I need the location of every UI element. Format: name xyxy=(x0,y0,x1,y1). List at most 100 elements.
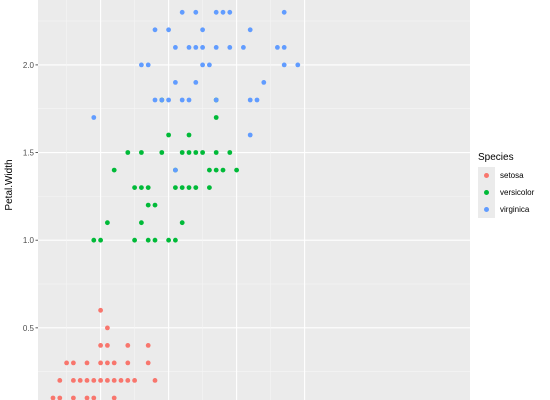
data-point-virginica xyxy=(139,62,144,68)
data-point-virginica xyxy=(261,80,267,85)
data-point-versicolor xyxy=(145,185,151,191)
data-point-virginica xyxy=(200,27,206,33)
data-point-setosa xyxy=(98,343,103,348)
data-point-virginica xyxy=(200,62,206,68)
data-point-setosa xyxy=(145,360,151,366)
data-point-virginica xyxy=(247,97,253,103)
data-point-setosa xyxy=(98,378,103,383)
data-point-versicolor xyxy=(145,237,151,243)
data-point-setosa xyxy=(57,378,63,383)
data-point-virginica xyxy=(152,97,158,103)
data-point-setosa xyxy=(71,360,76,366)
data-point-virginica xyxy=(193,80,199,85)
data-point-virginica xyxy=(152,27,158,33)
data-point-setosa xyxy=(77,378,83,383)
data-point-setosa xyxy=(57,395,63,400)
plot-panel xyxy=(38,0,470,400)
y-axis-ticks: 0.5 1.0 1.5 2.0 xyxy=(23,61,38,333)
data-point-setosa xyxy=(105,378,110,383)
data-point-virginica xyxy=(173,167,178,173)
data-point-virginica xyxy=(166,97,172,103)
data-point-versicolor xyxy=(220,167,226,173)
legend-item-versicolor: versicolor xyxy=(478,184,550,201)
data-point-versicolor xyxy=(132,185,138,191)
data-point-setosa xyxy=(125,343,131,348)
data-point-setosa xyxy=(84,395,90,400)
data-point-setosa xyxy=(111,378,117,383)
data-point-versicolor xyxy=(111,167,117,173)
data-point-virginica xyxy=(213,97,219,103)
data-point-versicolor xyxy=(132,237,138,243)
data-point-setosa xyxy=(91,378,97,383)
legend-label-versicolor: versicolor xyxy=(500,188,535,197)
data-point-versicolor xyxy=(207,167,212,173)
data-point-virginica xyxy=(295,62,301,68)
data-point-versicolor xyxy=(213,115,219,120)
data-point-versicolor xyxy=(166,237,172,243)
data-point-virginica xyxy=(166,27,172,33)
data-point-versicolor xyxy=(207,185,212,191)
data-point-virginica xyxy=(179,97,185,103)
data-point-setosa xyxy=(71,395,76,400)
data-point-setosa xyxy=(105,360,110,366)
data-point-virginica xyxy=(281,45,287,50)
legend-key-versicolor xyxy=(478,184,495,201)
legend-label-virginica: virginica xyxy=(500,205,530,214)
data-point-virginica xyxy=(159,97,165,103)
y-tick-label: 2.0 xyxy=(23,61,35,70)
data-point-versicolor xyxy=(179,185,185,191)
data-point-virginica xyxy=(220,9,226,15)
data-point-versicolor xyxy=(213,150,219,155)
data-point-versicolor xyxy=(193,150,199,155)
y-tick-label: 0.5 xyxy=(23,324,35,333)
data-point-versicolor xyxy=(213,167,219,173)
data-point-virginica xyxy=(227,45,233,50)
data-point-versicolor xyxy=(159,150,165,155)
data-point-setosa xyxy=(91,395,97,400)
data-point-setosa xyxy=(84,360,90,366)
data-point-virginica xyxy=(241,45,246,50)
data-point-virginica xyxy=(227,9,233,15)
data-point-versicolor xyxy=(227,150,233,155)
data-point-setosa xyxy=(125,360,131,366)
data-point-virginica xyxy=(281,9,287,15)
data-point-virginica xyxy=(186,97,192,103)
y-tick-label: 1.0 xyxy=(23,236,35,245)
data-point-versicolor xyxy=(166,132,172,138)
data-point-versicolor xyxy=(125,150,131,155)
legend-label-setosa: setosa xyxy=(500,171,524,180)
data-point-versicolor xyxy=(186,150,192,155)
legend-dot-virginica xyxy=(484,207,489,212)
data-point-versicolor xyxy=(200,150,206,155)
data-point-setosa xyxy=(152,378,158,383)
data-points xyxy=(50,9,301,400)
data-point-versicolor xyxy=(139,150,144,155)
data-point-versicolor xyxy=(179,150,185,155)
data-point-setosa xyxy=(125,378,131,383)
data-point-versicolor xyxy=(186,132,192,138)
data-point-virginica xyxy=(91,115,97,120)
data-point-virginica xyxy=(247,27,253,33)
data-point-virginica xyxy=(213,45,219,50)
data-point-setosa xyxy=(105,325,110,331)
data-point-setosa xyxy=(132,378,138,383)
data-point-versicolor xyxy=(152,237,158,243)
data-point-versicolor xyxy=(139,185,144,191)
data-point-setosa xyxy=(111,395,117,400)
data-point-versicolor xyxy=(173,185,178,191)
data-point-setosa xyxy=(145,343,151,348)
data-point-setosa xyxy=(118,378,124,383)
data-point-virginica xyxy=(213,9,219,15)
data-point-versicolor xyxy=(105,220,110,226)
data-point-versicolor xyxy=(173,237,178,243)
data-point-setosa xyxy=(84,378,90,383)
data-point-setosa xyxy=(71,378,76,383)
legend-dot-versicolor xyxy=(484,190,489,195)
data-point-versicolor xyxy=(186,185,192,191)
legend-title: Species xyxy=(478,152,514,163)
data-point-virginica xyxy=(193,45,199,50)
legend-item-virginica: virginica xyxy=(478,201,550,218)
data-point-setosa xyxy=(50,395,56,400)
data-point-virginica xyxy=(173,45,178,50)
